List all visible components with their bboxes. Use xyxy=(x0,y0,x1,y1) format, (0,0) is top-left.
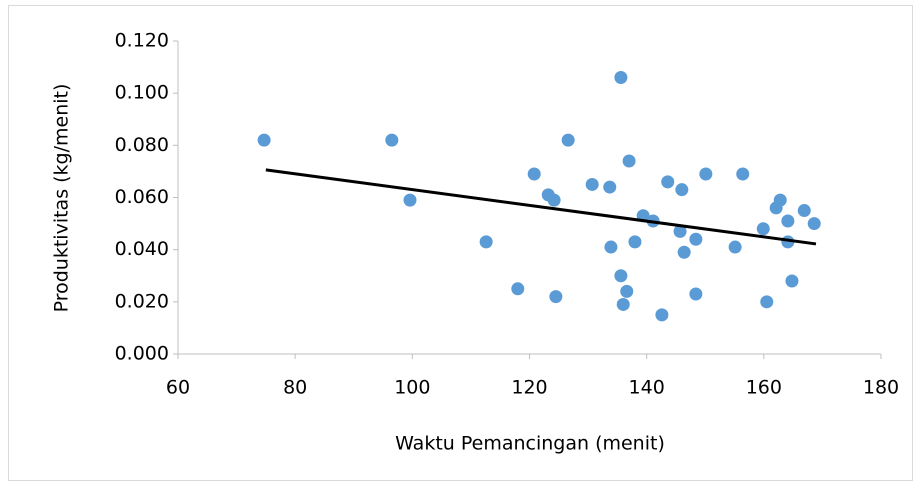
y-tick-label: 0.060 xyxy=(115,186,169,208)
point xyxy=(547,193,561,207)
y-tick-label: 0.120 xyxy=(115,30,169,52)
point xyxy=(527,167,541,181)
point xyxy=(257,133,271,147)
x-tick-label: 100 xyxy=(394,377,430,399)
point xyxy=(773,193,787,207)
point xyxy=(760,295,774,309)
point xyxy=(603,180,617,194)
trendline xyxy=(265,168,817,246)
point xyxy=(561,133,575,147)
point xyxy=(756,222,770,236)
point xyxy=(403,193,417,207)
x-axis-title: Waktu Pemancingan (menit) xyxy=(395,433,665,455)
point xyxy=(673,224,687,238)
y-tick-label: 0.040 xyxy=(115,238,169,260)
point xyxy=(622,154,636,168)
point xyxy=(728,240,742,254)
x-tick-label: 60 xyxy=(166,377,190,399)
point xyxy=(614,71,628,85)
point xyxy=(677,245,691,259)
point xyxy=(585,177,599,191)
y-tick-label: 0.000 xyxy=(115,343,169,365)
point xyxy=(661,175,675,189)
y-tick-label: 0.020 xyxy=(115,290,169,312)
point xyxy=(385,133,399,147)
point xyxy=(675,183,689,197)
y-tick-label: 0.100 xyxy=(115,82,169,104)
x-tick-label: 140 xyxy=(629,377,665,399)
point xyxy=(807,217,821,231)
point xyxy=(689,287,703,301)
point xyxy=(628,235,642,249)
point xyxy=(620,284,634,298)
y-tick-label: 0.080 xyxy=(115,134,169,156)
point xyxy=(616,297,630,311)
x-tick-label: 180 xyxy=(863,377,899,399)
point xyxy=(479,235,493,249)
point xyxy=(549,290,563,304)
point xyxy=(689,232,703,246)
point xyxy=(511,282,525,296)
x-tick-label: 80 xyxy=(283,377,307,399)
point xyxy=(655,308,669,322)
point xyxy=(614,269,628,283)
x-tick-label: 120 xyxy=(511,377,547,399)
y-axis-title: Produktivitas (kg/menit) xyxy=(51,84,73,313)
point xyxy=(785,274,799,288)
point xyxy=(736,167,750,181)
point xyxy=(797,204,811,218)
point xyxy=(699,167,713,181)
point xyxy=(781,214,795,228)
x-tick-label: 160 xyxy=(746,377,782,399)
point xyxy=(604,240,618,254)
chart-border xyxy=(8,5,913,481)
